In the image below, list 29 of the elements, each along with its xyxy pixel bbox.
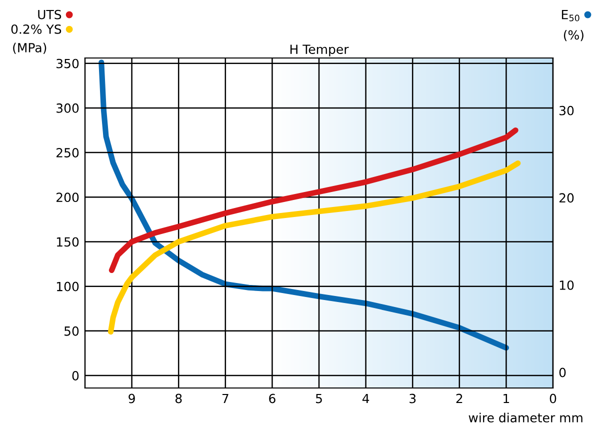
x-tick-label: 8 <box>175 394 182 404</box>
y2-tick-label: 30 <box>560 106 574 116</box>
x-tick-label: 3 <box>410 394 416 404</box>
legend-label: 0.2% YS <box>11 24 62 34</box>
y-tick-label: 150 <box>56 237 79 247</box>
x-tick-label: 7 <box>222 394 228 404</box>
x-axis-title: wire diameter mm <box>468 412 582 422</box>
y-tick-label: 350 <box>56 58 79 68</box>
legend-label: UTS <box>38 10 62 20</box>
y-tick-label: 100 <box>56 282 79 292</box>
y-tick-label: 200 <box>56 192 79 202</box>
y2-tick-label: 0 <box>559 368 566 378</box>
y2-tick-label: 20 <box>559 193 574 203</box>
y-tick-label: 300 <box>56 103 79 113</box>
x-tick-label: 5 <box>316 394 322 404</box>
y-tick-label: 50 <box>64 326 79 336</box>
legend-label: E$_{50}$ <box>562 10 580 22</box>
x-tick-label: 6 <box>269 394 276 404</box>
y-tick-label: 0 <box>72 370 79 380</box>
y2-tick-label: 10 <box>560 280 574 290</box>
x-tick-label: 2 <box>456 394 462 404</box>
x-tick-label: 0 <box>550 394 556 404</box>
x-tick-label: 1 <box>504 394 510 404</box>
y2-axis-title: (%) <box>564 30 584 42</box>
x-tick-label: 4 <box>362 394 370 404</box>
y-axis-title: (MPa) <box>13 42 46 54</box>
x-tick-label: 9 <box>128 394 135 404</box>
y-tick-label: 250 <box>56 148 79 158</box>
chart-title: H Temper <box>290 44 349 56</box>
